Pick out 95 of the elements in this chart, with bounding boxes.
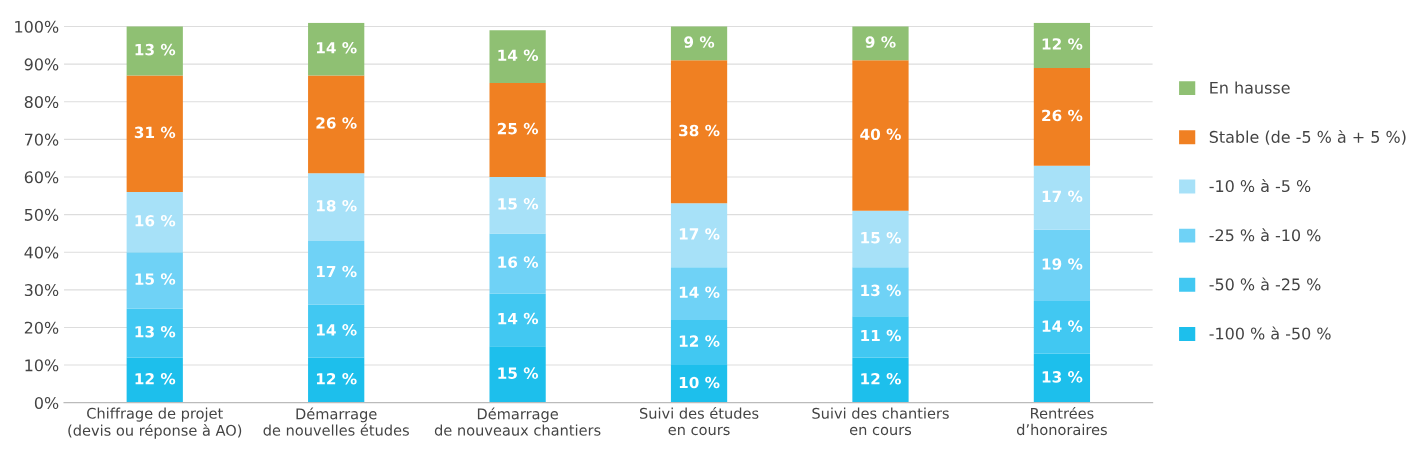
data-label: 12 % [135,372,176,385]
bar [670,60,728,204]
y-tick-label: 90% [24,58,59,71]
legend-label: -25 % à -10 % [1209,228,1321,242]
bar [489,233,546,294]
legend-label: -100 % à -50 % [1209,326,1331,340]
data-label: 16 % [498,256,539,268]
data-label: 15 % [498,198,539,210]
bar [308,304,365,358]
data-label: 13 % [1042,371,1083,383]
data-label: 9 % [684,36,715,48]
data-label: 17 % [1042,190,1083,203]
bar [852,357,909,403]
bar [1033,67,1091,166]
x-tick-label: Suivi des études en cours [639,406,759,436]
legend-label: -10 % à -5 % [1209,179,1311,193]
data-label: 26 % [316,117,357,129]
bar [489,176,546,234]
data-label: 16 % [135,214,176,227]
bar [126,192,183,253]
bar [1033,353,1091,403]
bar [1033,301,1091,354]
bar [852,26,909,61]
data-label: 15 % [861,231,901,244]
bar [126,357,183,403]
bar [489,30,546,83]
bar [670,26,728,61]
data-label: 26 % [1042,109,1083,122]
bar [852,210,909,268]
data-label: 13 % [135,43,176,56]
y-tick-label: 50% [24,208,59,221]
bar [670,267,728,320]
data-label: 12 % [1042,38,1083,50]
bar [852,60,909,211]
y-tick-label: 30% [24,284,59,297]
data-label: 15 % [135,273,176,285]
bar [670,203,728,268]
legend-label: Stable (de -5 % à + 5 %) [1209,129,1406,145]
y-tick-label: 40% [24,246,59,259]
x-tick-label: Suivi des chantiers en cours [812,407,949,436]
data-label: 14 % [679,286,720,299]
y-tick-label: 10% [25,359,59,372]
data-label: 18 % [316,199,357,212]
data-label: 11 % [861,329,901,342]
data-label: 12 % [679,335,720,347]
bar [126,75,183,193]
y-tick-label: 20% [24,321,59,334]
bar [308,357,365,403]
bar [852,267,909,317]
data-label: 17 % [316,265,357,278]
bar [852,316,909,358]
bar [126,308,183,358]
data-label: 25 % [497,122,539,135]
data-label: 38 % [679,124,720,137]
bar [489,82,546,177]
bar [126,252,183,309]
data-label: 17 % [679,228,720,240]
data-label: 14 % [1042,320,1083,332]
bar [308,75,365,174]
x-tick-label: Rentrées d’honoraires [1017,406,1107,436]
bar [308,22,365,76]
y-tick-label: 70% [24,133,59,146]
legend-label: En hausse [1210,81,1290,94]
bar [126,26,183,76]
bar [489,346,546,403]
bar [489,293,546,347]
x-tick-label: Démarrage de nouvelles études [263,407,409,436]
y-tick-label: 80% [24,95,59,109]
bar [1033,165,1091,230]
bar [670,365,728,403]
legend-label: -50 % à -25 % [1209,277,1321,291]
x-tick-label: Démarrage de nouveaux chantiers [434,407,601,436]
y-tick-label: 0% [34,396,59,409]
bar [1033,22,1091,68]
data-label: 12 % [316,372,357,385]
bar [670,319,728,366]
data-label: 40 % [860,128,901,141]
data-label: 13 % [135,325,176,338]
data-label: 10 % [679,376,720,389]
data-label: 31 % [134,126,176,139]
data-label: 13 % [861,284,901,297]
data-label: 9 % [865,36,896,48]
bar [308,240,365,305]
bar [1033,229,1091,302]
data-label: 14 % [498,49,539,62]
y-tick-label: 60% [24,171,59,184]
data-label: 14 % [498,312,539,325]
bar [308,173,365,241]
data-label: 12 % [861,372,901,385]
x-tick-label: Chiffrage de projet (devis ou réponse à AO) [68,407,242,439]
data-label: 14 % [316,324,357,336]
data-label: 14 % [316,41,357,54]
y-tick-label: 100% [15,20,59,33]
data-label: 15 % [498,367,539,379]
data-label: 19 % [1042,258,1083,270]
